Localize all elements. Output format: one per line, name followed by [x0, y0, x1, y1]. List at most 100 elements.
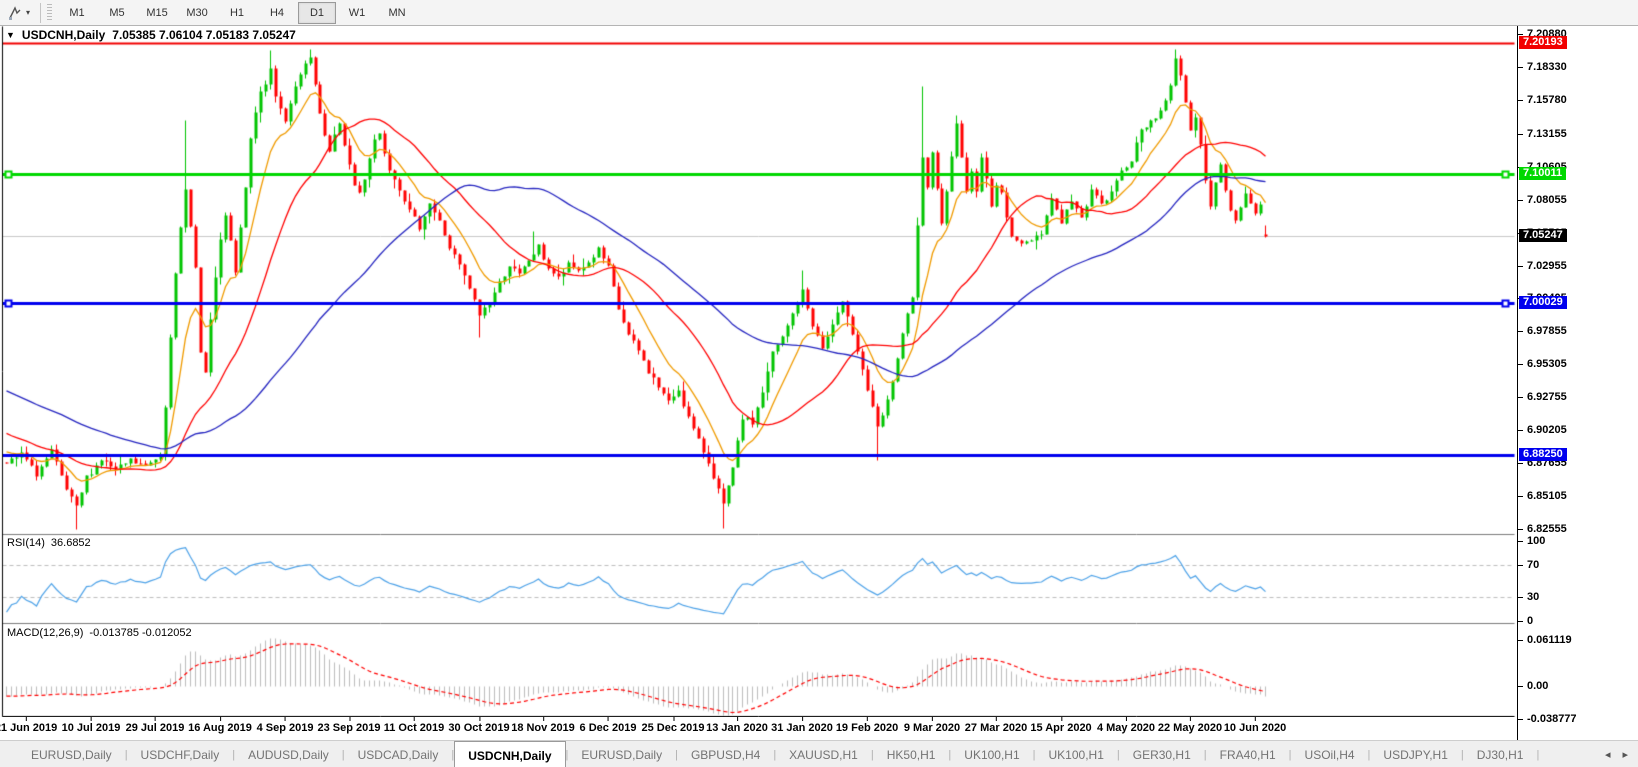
- rsi-name: RSI(14): [7, 537, 45, 549]
- rsi-indicator-label: RSI(14) 36.6852: [7, 537, 91, 549]
- chart-tab-xauusd-h1[interactable]: XAUUSD,H1: [789, 747, 858, 762]
- macd-indicator-label: MACD(12,26,9) -0.013785 -0.012052: [7, 627, 192, 639]
- timeframe-button-mn[interactable]: MN: [388, 6, 406, 19]
- date-axis[interactable]: 21 Jun 2019 10 Jul 2019 29 Jul 2019 16 Aug …: [0, 717, 1517, 740]
- price-tick-label: 6.97855: [1518, 325, 1567, 337]
- date-axis-label: 29 Jul 2019: [125, 717, 185, 734]
- price-level-badge-7.20193: 7.20193: [1519, 36, 1567, 49]
- tab-separator: |: [675, 748, 678, 761]
- chart-tab-fra40-h1[interactable]: FRA40,H1: [1219, 747, 1276, 762]
- chart-plot-area[interactable]: [0, 26, 1517, 717]
- date-axis-label: 23 Sep 2019: [317, 717, 381, 734]
- timeframe-button-w1[interactable]: W1: [348, 6, 366, 19]
- tab-separator: |: [1367, 748, 1371, 761]
- tab-separator: |: [232, 748, 236, 761]
- tab-scroll-arrows: ◂ ▸: [1605, 741, 1628, 767]
- date-axis-label: 10 Jul 2019: [61, 717, 121, 734]
- tab-separator: |: [1288, 748, 1292, 761]
- price-tick-label: 6.92755: [1518, 391, 1567, 403]
- tab-separator: |: [1203, 748, 1207, 761]
- price-tick-label: 7.13155: [1518, 128, 1567, 140]
- chart-tab-uk100-h1[interactable]: UK100,H1: [964, 747, 1020, 762]
- chart-tab-dj30-h1[interactable]: DJ30,H1: [1476, 747, 1524, 762]
- chart-tab-usdcad-daily[interactable]: USDCAD,Daily: [357, 747, 439, 762]
- tab-separator: |: [1032, 748, 1036, 761]
- tab-separator: |: [565, 748, 569, 761]
- date-axis-label: 16 Aug 2019: [188, 717, 252, 734]
- chart-title: ▼ USDCNH,Daily 7.05385 7.06104 7.05183 7…: [6, 28, 296, 42]
- toolbar-grip-handle[interactable]: [47, 3, 53, 22]
- price-tick-label: 6.82555: [1518, 523, 1567, 535]
- chart-cursor-icon[interactable]: [6, 4, 24, 22]
- rsi-tick-label: 30: [1517, 591, 1540, 603]
- chart-tab-audusd-daily[interactable]: AUDUSD,Daily: [248, 747, 329, 762]
- toolbar-separator: [40, 2, 42, 23]
- price-tick-label: 6.95305: [1518, 358, 1567, 370]
- chart-tab-usdchf-daily[interactable]: USDCHF,Daily: [140, 747, 220, 762]
- chart-tab-uk100-h1[interactable]: UK100,H1: [1048, 747, 1104, 762]
- chart-tab-gbpusd-h4[interactable]: GBPUSD,H4: [690, 747, 761, 762]
- price-level-badge-7.05247: 7.05247: [1519, 229, 1567, 242]
- tabs-scroll-right-icon[interactable]: ▸: [1622, 749, 1628, 761]
- price-tick-label: 6.85105: [1518, 490, 1567, 502]
- tab-separator: |: [1116, 748, 1120, 761]
- rsi-value: 36.6852: [50, 537, 91, 549]
- date-axis-label: 4 May 2020: [1096, 717, 1156, 734]
- date-axis-label: 15 Apr 2020: [1030, 717, 1092, 734]
- tab-separator: |: [124, 748, 128, 761]
- date-axis-label: 11 Oct 2019: [383, 717, 445, 734]
- chart-tab-usoil-h4[interactable]: USOil,H4: [1304, 747, 1355, 762]
- timeframe-button-m15[interactable]: M15: [146, 6, 168, 19]
- tab-separator: |: [1536, 748, 1540, 761]
- date-axis-label: 31 Jan 2020: [771, 717, 833, 734]
- date-axis-label: 18 Nov 2019: [511, 717, 575, 734]
- tab-separator: |: [451, 748, 455, 761]
- price-axis[interactable]: 7.208807.183307.157807.131557.106057.080…: [1517, 26, 1638, 740]
- timeframe-toolbar: ▾ M1 M5 M15 M30 H1 H4 D1 W1 MN: [0, 0, 1638, 26]
- date-axis-label: 4 Sep 2019: [256, 717, 314, 734]
- price-tick-label: 6.90205: [1518, 424, 1567, 436]
- timeframe-button-m1[interactable]: M1: [69, 6, 85, 19]
- price-level-badge-6.88250: 6.88250: [1519, 448, 1567, 461]
- date-axis-label: 19 Feb 2020: [835, 717, 899, 734]
- chart-window: ▼ USDCNH,Daily 7.05385 7.06104 7.05183 7…: [0, 26, 1638, 740]
- chart-tabs: EURUSD,Daily | USDCHF,Daily | AUDUSD,Daily | U…: [0, 740, 1540, 767]
- timeframe-buttons: M1 M5 M15 M30 H1 H4 D1 W1 MN: [58, 1, 416, 24]
- tab-separator: |: [341, 748, 345, 761]
- macd-tick-label: 0.00: [1517, 680, 1549, 692]
- chart-tab-ger30-h1[interactable]: GER30,H1: [1132, 747, 1191, 762]
- date-axis-label: 27 Mar 2020: [964, 717, 1028, 734]
- chart-tool-group: ▾: [0, 0, 36, 25]
- date-axis-label: 6 Dec 2019: [579, 717, 637, 734]
- timeframe-button-h1[interactable]: H1: [229, 6, 245, 19]
- date-axis-label: 10 Jun 2020: [1223, 717, 1287, 734]
- date-axis-label: 22 May 2020: [1157, 717, 1223, 734]
- timeframe-button-h4[interactable]: H4: [269, 6, 285, 19]
- chart-tab-eurusd-daily[interactable]: EURUSD,Daily: [31, 747, 112, 762]
- macd-name: MACD(12,26,9): [7, 627, 84, 639]
- date-axis-label: 21 Jun 2019: [0, 717, 57, 734]
- chevron-down-icon[interactable]: ▾: [26, 8, 31, 17]
- chart-symbol-label: USDCNH,Daily: [21, 28, 106, 42]
- timeframe-button-d1[interactable]: D1: [298, 1, 337, 24]
- date-axis-label: 25 Dec 2019: [641, 717, 705, 734]
- date-axis-label: 30 Oct 2019: [448, 717, 510, 734]
- chart-tab-usdjpy-h1[interactable]: USDJPY,H1: [1383, 747, 1448, 762]
- timeframe-button-m5[interactable]: M5: [109, 6, 125, 19]
- chart-tab-eurusd-daily[interactable]: EURUSD,Daily: [581, 747, 663, 762]
- macd-tick-label: -0.038777: [1518, 713, 1577, 725]
- timeframe-button-m30[interactable]: M30: [186, 6, 208, 19]
- price-tick-label: 7.08055: [1518, 194, 1567, 206]
- chart-ohlc-values: 7.05385 7.06104 7.05183 7.05247: [112, 28, 296, 42]
- rsi-tick-label: 70: [1517, 559, 1540, 571]
- symbol-dropdown-icon[interactable]: ▼: [6, 30, 15, 40]
- rsi-tick-label: 0: [1517, 615, 1534, 627]
- chart-tab-usdcnh-daily[interactable]: USDCNH,Daily: [454, 740, 566, 767]
- date-axis-label: 9 Mar 2020: [903, 717, 961, 734]
- tabs-scroll-left-icon[interactable]: ◂: [1604, 749, 1611, 761]
- tab-separator: |: [870, 748, 874, 761]
- price-level-badge-7.10011: 7.10011: [1519, 167, 1567, 180]
- chart-tab-hk50-h1[interactable]: HK50,H1: [886, 747, 936, 762]
- tab-separator: |: [1460, 748, 1464, 761]
